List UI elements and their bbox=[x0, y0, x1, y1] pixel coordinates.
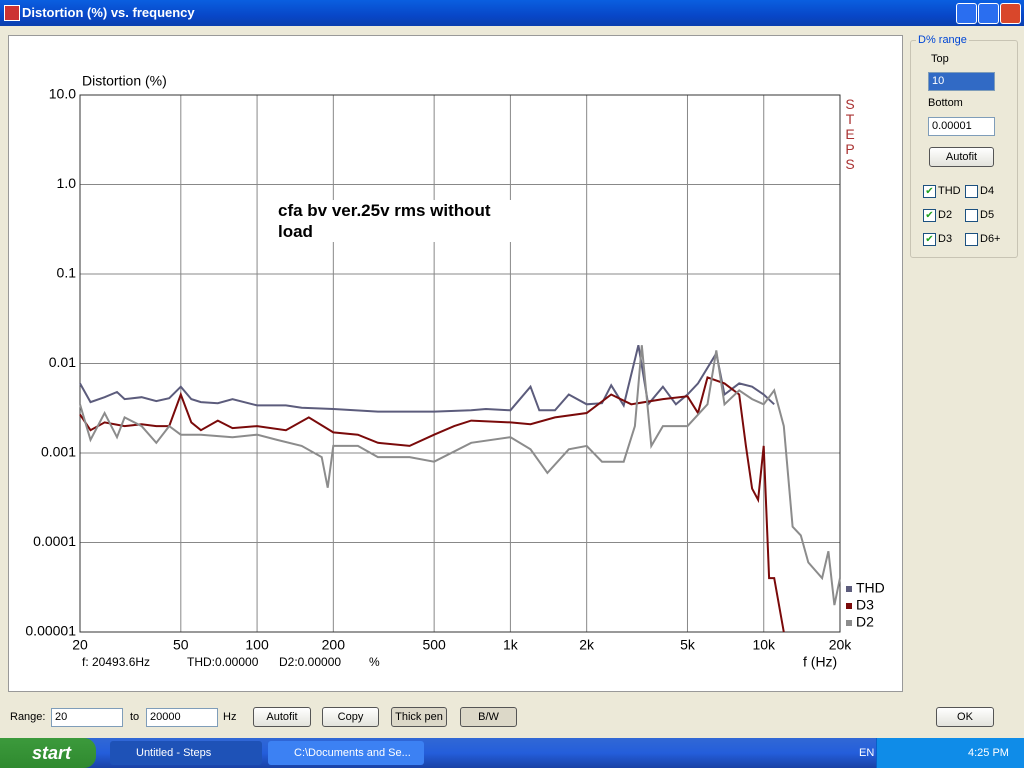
title-bar: Distortion (%) vs. frequency bbox=[0, 0, 1024, 26]
checkbox-label: D6+ bbox=[980, 233, 1001, 245]
checkbox-label: D2 bbox=[938, 209, 953, 221]
status-freq: f: 20493.6Hz bbox=[82, 655, 150, 669]
range-label: Range: bbox=[10, 711, 46, 723]
x-tick-label: 200 bbox=[322, 637, 346, 653]
legend-swatch bbox=[846, 586, 852, 592]
x-tick-label: 50 bbox=[173, 637, 189, 653]
tray bbox=[876, 738, 1024, 768]
x-tick-label: 500 bbox=[422, 637, 446, 653]
y-tick-label: 0.00001 bbox=[25, 623, 76, 639]
bw-button[interactable]: B/W bbox=[460, 707, 517, 727]
chart: Distortion (%) f (Hz) f: 20493.6Hz THD:0… bbox=[25, 73, 885, 670]
top-label: Top bbox=[931, 53, 949, 65]
legend-swatch bbox=[846, 603, 852, 609]
checkbox[interactable]: ✔ bbox=[923, 185, 936, 198]
y-tick-label: 0.0001 bbox=[33, 533, 76, 549]
bottom-select[interactable]: 0.00001 bbox=[928, 117, 995, 136]
x-axis-label: f (Hz) bbox=[803, 654, 837, 670]
y-tick-label: 0.001 bbox=[41, 444, 76, 460]
checkbox[interactable] bbox=[965, 233, 978, 246]
legend-label: D3 bbox=[856, 597, 874, 613]
close-button[interactable] bbox=[1000, 3, 1021, 24]
checkbox-label: D5 bbox=[980, 209, 995, 221]
plot-frame bbox=[79, 94, 841, 633]
clock: 4:25 PM bbox=[968, 747, 1009, 759]
top-select[interactable]: 10 bbox=[928, 72, 995, 91]
autofit-button[interactable]: Autofit bbox=[929, 147, 994, 167]
legend-label: D2 bbox=[856, 614, 874, 630]
taskbar: start Untitled - Steps C:\Documents and … bbox=[0, 738, 1024, 768]
x-tick-label: 20 bbox=[72, 637, 88, 653]
task-button[interactable]: Untitled - Steps bbox=[110, 741, 262, 765]
legend-swatch bbox=[846, 620, 852, 626]
checkbox-label: D3 bbox=[938, 233, 953, 245]
thick-pen-button[interactable]: Thick pen bbox=[391, 707, 447, 727]
copy-button[interactable]: Copy bbox=[322, 707, 379, 727]
range-to[interactable]: 20000 bbox=[146, 708, 218, 727]
x-tick-label: 2k bbox=[579, 637, 595, 653]
group-title: D% range bbox=[916, 34, 969, 46]
x-tick-label: 5k bbox=[680, 637, 696, 653]
series-line bbox=[79, 345, 841, 606]
language[interactable]: EN bbox=[859, 747, 875, 759]
x-tick-label: 1k bbox=[503, 637, 519, 653]
watermark: STEPS bbox=[842, 96, 858, 171]
bottom-label: Bottom bbox=[928, 97, 963, 109]
start-button[interactable]: start bbox=[0, 738, 96, 768]
y-tick-label: 0.1 bbox=[57, 265, 77, 281]
maximize-button[interactable] bbox=[978, 3, 999, 24]
x-tick-label: 100 bbox=[245, 637, 269, 653]
ok-button[interactable]: OK bbox=[936, 707, 994, 727]
series-line bbox=[79, 376, 785, 633]
status-thd: THD:0.00000 bbox=[187, 655, 259, 669]
checkbox[interactable]: ✔ bbox=[923, 209, 936, 222]
task-button[interactable]: C:\Documents and Se... bbox=[268, 741, 424, 765]
y-tick-label: 0.01 bbox=[49, 354, 76, 370]
checkbox[interactable] bbox=[965, 185, 978, 198]
minimize-button[interactable] bbox=[956, 3, 977, 24]
annotation: cfa bv ver.25v rms without load bbox=[278, 200, 523, 242]
checkbox-label: D4 bbox=[980, 185, 995, 197]
to-label: to bbox=[130, 711, 140, 723]
autofit-button[interactable]: Autofit bbox=[253, 707, 311, 727]
y-tick-label: 10.0 bbox=[49, 86, 76, 102]
window-title: Distortion (%) vs. frequency bbox=[22, 5, 195, 20]
range-from[interactable]: 20 bbox=[51, 708, 123, 727]
x-tick-label: 20k bbox=[829, 637, 853, 653]
checkbox[interactable]: ✔ bbox=[923, 233, 936, 246]
y-tick-label: 1.0 bbox=[57, 175, 77, 191]
status-d2: D2:0.00000 bbox=[279, 655, 341, 669]
y-axis-label: Distortion (%) bbox=[82, 73, 167, 89]
app-icon bbox=[4, 5, 20, 21]
checkbox[interactable] bbox=[965, 209, 978, 222]
status-unit: % bbox=[369, 655, 380, 669]
x-tick-label: 10k bbox=[752, 637, 776, 653]
checkbox-label: THD bbox=[938, 185, 961, 197]
series-line bbox=[79, 344, 775, 413]
legend-label: THD bbox=[856, 580, 885, 596]
hz-label: Hz bbox=[223, 711, 237, 723]
